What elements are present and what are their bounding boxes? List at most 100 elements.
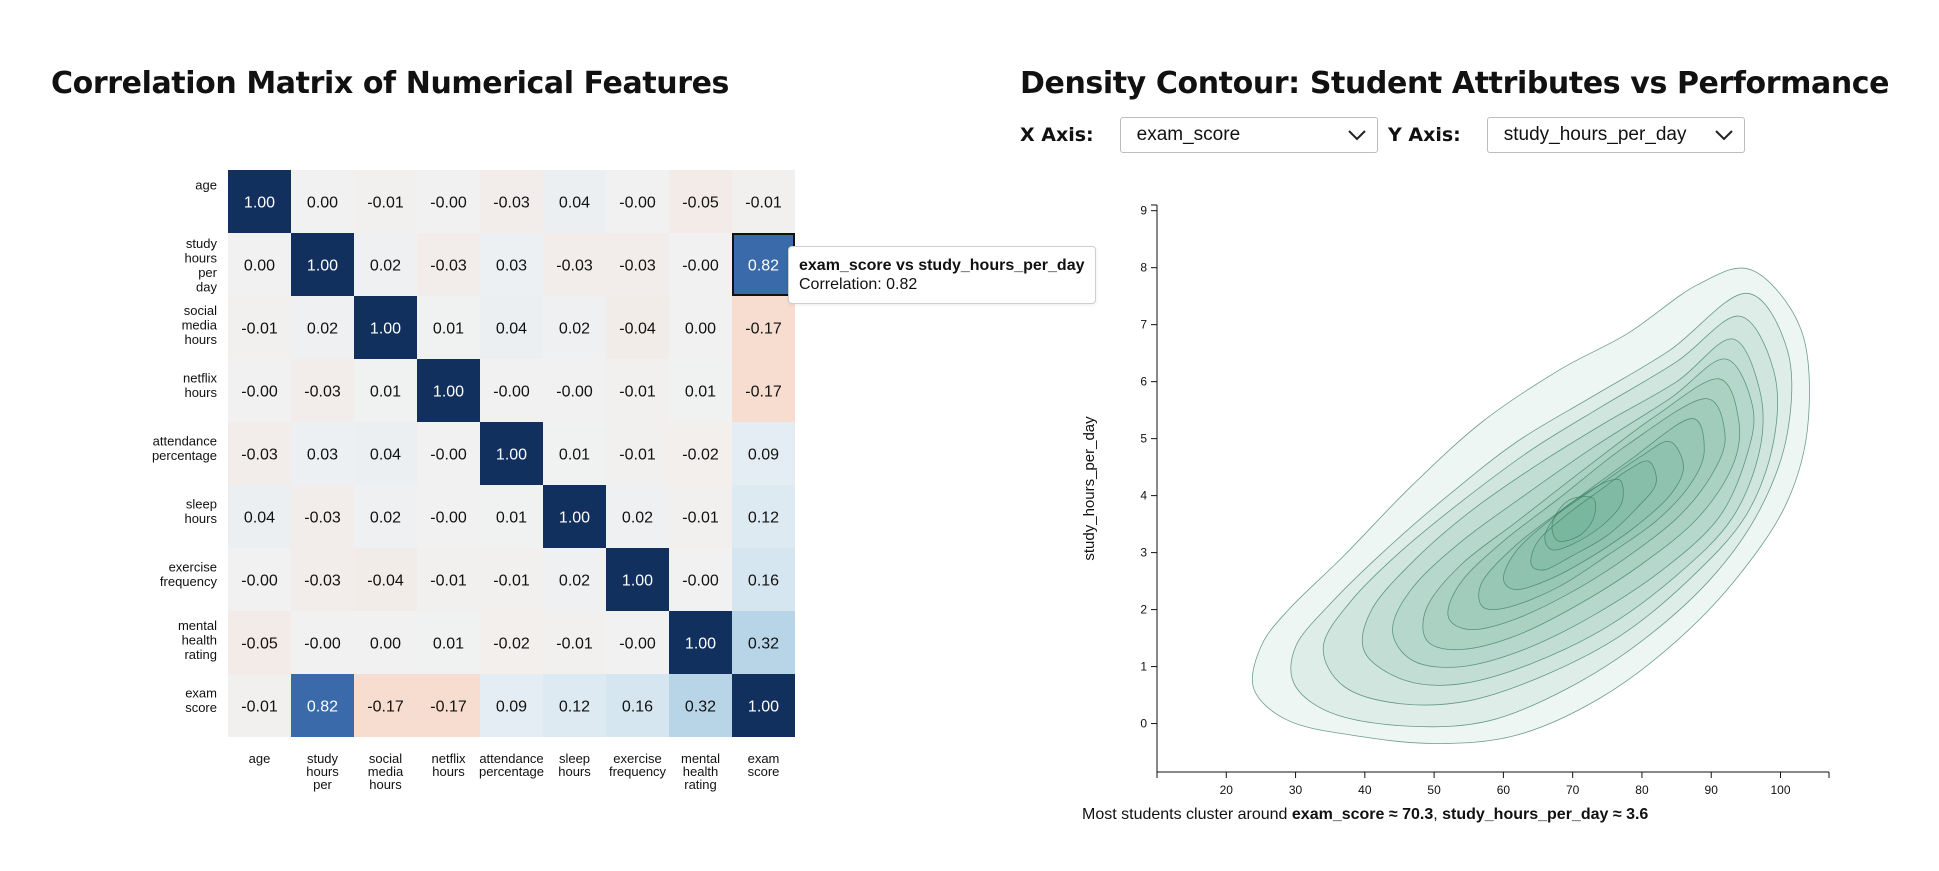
heatmap-cell bbox=[480, 422, 543, 485]
y-tick-label: 5 bbox=[1140, 432, 1147, 446]
heatmap-col-label: media bbox=[368, 764, 404, 779]
heatmap-cell bbox=[543, 170, 606, 233]
heatmap-cell-value: -0.00 bbox=[241, 573, 278, 590]
heatmap-row-label: social bbox=[184, 303, 217, 318]
heatmap-cell bbox=[669, 359, 732, 422]
contour-level bbox=[1251, 267, 1810, 744]
heatmap-cell-value: -0.04 bbox=[619, 321, 656, 338]
heatmap-cell-value: -0.01 bbox=[241, 699, 278, 716]
heatmap-col-label: exercise bbox=[613, 751, 661, 766]
contour-level bbox=[1361, 338, 1764, 686]
heatmap-col-labels: age studyhourspersocialmediahoursnetflixh… bbox=[249, 751, 780, 792]
heatmap-cell bbox=[732, 548, 795, 611]
heatmap-cell-value: 1.00 bbox=[370, 321, 401, 338]
heatmap-cell-value: -0.00 bbox=[430, 447, 467, 464]
heatmap-cell-value: 1.00 bbox=[622, 573, 653, 590]
y-tick-label: 0 bbox=[1140, 717, 1147, 731]
x-axis-select-value: exam_score bbox=[1136, 124, 1241, 145]
heatmap-cell-value: -0.17 bbox=[367, 699, 404, 716]
contour-level bbox=[1544, 478, 1624, 551]
x-tick-label: 90 bbox=[1705, 783, 1719, 797]
heatmap-cell bbox=[732, 611, 795, 674]
contour-title: Density Contour: Student Attributes vs P… bbox=[1020, 66, 1890, 101]
x-axis-select[interactable]: exam_score bbox=[1119, 117, 1378, 153]
heatmap-cell-value: -0.01 bbox=[745, 195, 782, 212]
heatmap-col-label: hours bbox=[432, 764, 465, 779]
heatmap-row-label: score bbox=[185, 700, 217, 715]
x-tick-label: 80 bbox=[1635, 783, 1649, 797]
y-tick-label: 1 bbox=[1140, 660, 1147, 674]
contour-level bbox=[1322, 315, 1778, 706]
heatmap-col-label: exam bbox=[748, 751, 780, 766]
heatmap-cell-value: -0.01 bbox=[493, 573, 530, 590]
heatmap-cell-value: 0.02 bbox=[559, 573, 590, 590]
heatmap-cell bbox=[543, 359, 606, 422]
heatmap-cell-value: -0.03 bbox=[556, 258, 593, 275]
heatmap-col-label: mental bbox=[681, 751, 720, 766]
heatmap-row-label: frequency bbox=[160, 574, 218, 589]
heatmap-cell-value: 0.82 bbox=[307, 699, 338, 716]
heatmap-col-label: netflix bbox=[432, 751, 466, 766]
heatmap-cell-value: -0.17 bbox=[745, 384, 782, 401]
y-axis-select-value: study_hours_per_day bbox=[1503, 124, 1687, 145]
heatmap-cell bbox=[606, 485, 669, 548]
heatmap-cell bbox=[543, 548, 606, 611]
heatmap-row-label: rating bbox=[184, 647, 217, 662]
heatmap-cell bbox=[606, 548, 669, 611]
heatmap-cell bbox=[480, 233, 543, 296]
heatmap-row-label: study bbox=[186, 236, 218, 251]
heatmap-cell bbox=[480, 611, 543, 674]
y-axis-select[interactable]: study_hours_per_day bbox=[1486, 117, 1745, 153]
heatmap-row-label: hours bbox=[184, 250, 217, 265]
heatmap-cell-value: 0.82 bbox=[748, 258, 779, 275]
heatmap-cell-value: 0.02 bbox=[559, 321, 590, 338]
heatmap-row-label: mental bbox=[178, 618, 217, 633]
heatmap-cell bbox=[480, 296, 543, 359]
heatmap-cell bbox=[606, 422, 669, 485]
heatmap-cell bbox=[543, 296, 606, 359]
heatmap-cell-value: -0.04 bbox=[367, 573, 404, 590]
heatmap-cell bbox=[354, 359, 417, 422]
heatmap-cell bbox=[417, 422, 480, 485]
heatmap-cell bbox=[228, 233, 291, 296]
heatmap-cell bbox=[228, 359, 291, 422]
x-tick-label: 30 bbox=[1289, 783, 1303, 797]
heatmap-cell-value: 0.01 bbox=[370, 384, 401, 401]
heatmap-cell-value: -0.00 bbox=[430, 510, 467, 527]
x-axis-label: X Axis: bbox=[1020, 124, 1094, 146]
heatmap-cell-value: 0.16 bbox=[622, 699, 653, 716]
heatmap-cell-value: 0.01 bbox=[433, 636, 464, 653]
heatmap-col-label: social bbox=[369, 751, 402, 766]
heatmap-row-label: hours bbox=[184, 385, 217, 400]
heatmap-row-label: exam bbox=[185, 685, 217, 700]
heatmap-cell bbox=[417, 233, 480, 296]
heatmap-cell-value: 0.02 bbox=[307, 321, 338, 338]
y-tick-label: 4 bbox=[1140, 489, 1147, 503]
heatmap-cell-value: -0.00 bbox=[304, 636, 341, 653]
heatmap-col-label: score bbox=[748, 764, 780, 779]
heatmap-cell bbox=[480, 485, 543, 548]
heatmap-cell-value: -0.03 bbox=[430, 258, 467, 275]
heatmap-cell bbox=[291, 548, 354, 611]
heatmap-cell bbox=[669, 611, 732, 674]
heatmap-cell bbox=[354, 611, 417, 674]
heatmap-cell-value: -0.03 bbox=[619, 258, 656, 275]
heatmap-cell-value: 1.00 bbox=[244, 195, 275, 212]
heatmap-cell bbox=[543, 422, 606, 485]
heatmap-cell bbox=[417, 485, 480, 548]
x-tick-label: 100 bbox=[1770, 783, 1790, 797]
heatmap-row-label: media bbox=[182, 318, 218, 333]
heatmap-cell-value: 0.00 bbox=[244, 258, 275, 275]
heatmap-col-label: sleep bbox=[559, 751, 590, 766]
heatmap-cell bbox=[228, 170, 291, 233]
heatmap-cell bbox=[228, 611, 291, 674]
x-tick-label: 60 bbox=[1497, 783, 1511, 797]
y-tick-label: 8 bbox=[1140, 261, 1147, 275]
heatmap-cell bbox=[417, 296, 480, 359]
heatmap-cell-value: -0.01 bbox=[619, 447, 656, 464]
heatmap-col-label: hours bbox=[306, 764, 339, 779]
heatmap-cell-value: 1.00 bbox=[559, 510, 590, 527]
contour-layers bbox=[1251, 267, 1810, 744]
heatmap-col-label: hours bbox=[369, 777, 402, 792]
heatmap-cell bbox=[228, 422, 291, 485]
